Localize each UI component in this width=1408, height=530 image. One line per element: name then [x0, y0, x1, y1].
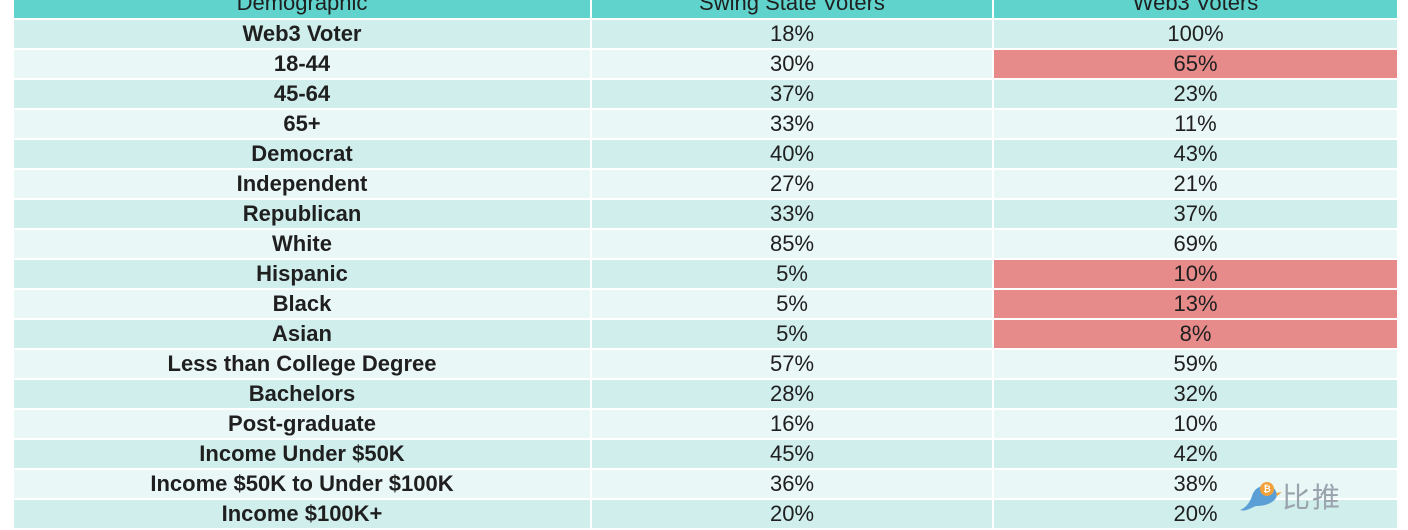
demographic-cell: Income $50K to Under $100K — [14, 469, 592, 500]
swing-state-value-cell: 33% — [591, 109, 994, 140]
swing-state-value-cell: 40% — [591, 139, 994, 170]
web3-value-cell: 69% — [993, 229, 1399, 260]
demographics-table: Demographic Swing State Voters Web3 Vote… — [14, 0, 1399, 530]
web3-value-cell-highlighted: 8% — [993, 319, 1399, 350]
demographic-cell: Republican — [14, 199, 592, 230]
demographic-cell: Income Under $50K — [14, 439, 592, 470]
demographic-cell: Income $100K+ — [14, 499, 592, 530]
table-body: Web3 Voter 18% 100% 18-44 30% 65% 45-64 37% 23% 6… — [14, 19, 1399, 530]
coin-icon: ₿ — [1260, 482, 1274, 496]
demographic-cell: 45-64 — [14, 79, 592, 110]
demographics-table-container: Demographic Swing State Voters Web3 Vote… — [14, 0, 1399, 530]
swing-state-value-cell: 5% — [591, 289, 994, 320]
header-web3-voters: Web3 Voters — [993, 0, 1399, 20]
table-row: 65+ 33% 11% — [14, 109, 1399, 140]
web3-value-cell: 37% — [993, 199, 1399, 230]
demographic-cell: 18-44 — [14, 49, 592, 80]
web3-value-cell: 59% — [993, 349, 1399, 380]
swing-state-value-cell: 16% — [591, 409, 994, 440]
demographic-cell: Post-graduate — [14, 409, 592, 440]
watermark-text: 比推 — [1282, 481, 1343, 514]
swing-state-value-cell: 85% — [591, 229, 994, 260]
bird-icon — [1240, 485, 1282, 511]
table-row: White 85% 69% — [14, 229, 1399, 260]
table-row: Bachelors 28% 32% — [14, 379, 1399, 410]
web3-value-cell: 43% — [993, 139, 1399, 170]
web3-value-cell: 21% — [993, 169, 1399, 200]
demographic-cell: Bachelors — [14, 379, 592, 410]
header-demographic: Demographic — [14, 0, 592, 20]
demographic-cell: Less than College Degree — [14, 349, 592, 380]
swing-state-value-cell: 27% — [591, 169, 994, 200]
swing-state-value-cell: 36% — [591, 469, 994, 500]
table-row: 18-44 30% 65% — [14, 49, 1399, 80]
table-row: Less than College Degree 57% 59% — [14, 349, 1399, 380]
header-swing-state-voters: Swing State Voters — [591, 0, 994, 20]
table-row: Democrat 40% 43% — [14, 139, 1399, 170]
demographic-cell: Asian — [14, 319, 592, 350]
header-row: Demographic Swing State Voters Web3 Vote… — [14, 0, 1399, 20]
web3-value-cell-highlighted: 13% — [993, 289, 1399, 320]
web3-value-cell: 10% — [993, 409, 1399, 440]
table-row: Asian 5% 8% — [14, 319, 1399, 350]
web3-value-cell: 32% — [993, 379, 1399, 410]
table-row: Income $50K to Under $100K 36% 38% — [14, 469, 1399, 500]
swing-state-value-cell: 18% — [591, 19, 994, 50]
web3-value-cell: 11% — [993, 109, 1399, 140]
demographic-cell: Democrat — [14, 139, 592, 170]
table-row: Black 5% 13% — [14, 289, 1399, 320]
swing-state-value-cell: 33% — [591, 199, 994, 230]
table-row: Income $100K+ 20% 20% — [14, 499, 1399, 530]
table-row: Post-graduate 16% 10% — [14, 409, 1399, 440]
table-row: Hispanic 5% 10% — [14, 259, 1399, 290]
table-row: Web3 Voter 18% 100% — [14, 19, 1399, 50]
web3-value-cell-highlighted: 65% — [993, 49, 1399, 80]
web3-value-cell: 23% — [993, 79, 1399, 110]
web3-value-cell: 38% — [993, 469, 1399, 500]
demographic-cell: White — [14, 229, 592, 260]
table-row: Republican 33% 37% — [14, 199, 1399, 230]
demographic-cell: Independent — [14, 169, 592, 200]
table-row: Independent 27% 21% — [14, 169, 1399, 200]
web3-value-cell-highlighted: 10% — [993, 259, 1399, 290]
table-row: 45-64 37% 23% — [14, 79, 1399, 110]
demographic-cell: Black — [14, 289, 592, 320]
swing-state-value-cell: 45% — [591, 439, 994, 470]
web3-value-cell: 100% — [993, 19, 1399, 50]
table-row: Income Under $50K 45% 42% — [14, 439, 1399, 470]
swing-state-value-cell: 5% — [591, 259, 994, 290]
demographic-cell: 65+ — [14, 109, 592, 140]
demographic-cell: Web3 Voter — [14, 19, 592, 50]
swing-state-value-cell: 28% — [591, 379, 994, 410]
swing-state-value-cell: 5% — [591, 319, 994, 350]
watermark: ₿ 比推 — [1210, 474, 1400, 518]
web3-value-cell: 42% — [993, 439, 1399, 470]
swing-state-value-cell: 37% — [591, 79, 994, 110]
demographic-cell: Hispanic — [14, 259, 592, 290]
swing-state-value-cell: 30% — [591, 49, 994, 80]
swing-state-value-cell: 20% — [591, 499, 994, 530]
swing-state-value-cell: 57% — [591, 349, 994, 380]
